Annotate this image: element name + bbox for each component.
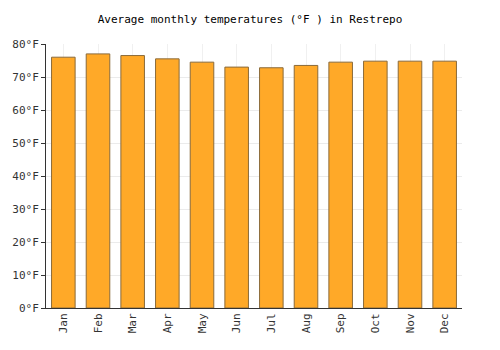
svg-text:May: May <box>196 313 209 333</box>
svg-text:10°F: 10°F <box>12 269 39 282</box>
svg-text:Jan: Jan <box>57 313 70 333</box>
svg-text:Oct: Oct <box>369 313 382 333</box>
svg-text:30°F: 30°F <box>12 203 39 216</box>
svg-text:50°F: 50°F <box>12 137 39 150</box>
svg-text:Sep: Sep <box>334 313 347 333</box>
svg-text:70°F: 70°F <box>12 71 39 84</box>
svg-text:40°F: 40°F <box>12 170 39 183</box>
svg-text:80°F: 80°F <box>12 38 39 51</box>
svg-text:Average monthly temperatures (: Average monthly temperatures (°F ) in Re… <box>98 13 403 26</box>
svg-text:Dec: Dec <box>438 313 451 333</box>
svg-text:0°F: 0°F <box>19 302 39 315</box>
svg-text:Jul: Jul <box>265 313 278 333</box>
svg-text:Aug: Aug <box>300 313 313 333</box>
svg-text:Jun: Jun <box>230 313 243 333</box>
svg-text:Feb: Feb <box>92 313 105 333</box>
svg-text:20°F: 20°F <box>12 236 39 249</box>
svg-text:Nov: Nov <box>404 313 417 333</box>
svg-text:Apr: Apr <box>161 313 174 333</box>
svg-text:60°F: 60°F <box>12 104 39 117</box>
svg-text:Mar: Mar <box>126 313 139 333</box>
